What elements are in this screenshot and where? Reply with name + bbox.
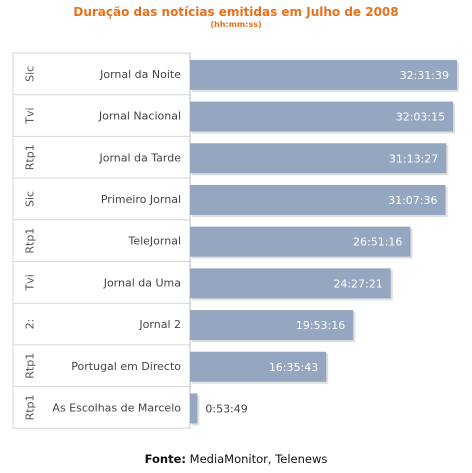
data-label: 32:31:39	[400, 69, 449, 82]
bar	[190, 184, 446, 215]
channel-label: Rtp1	[24, 228, 37, 254]
channel-label: Tvi	[24, 107, 37, 124]
bar	[190, 310, 354, 341]
program-label: Jornal 2	[138, 318, 181, 331]
bar	[190, 351, 327, 382]
program-label: Primeiro Jornal	[101, 193, 181, 206]
data-label: 31:07:36	[388, 194, 437, 207]
chart-subtitle: (hh:mm:ss)	[210, 20, 262, 29]
data-label: 26:51:16	[353, 236, 402, 249]
bar	[190, 59, 457, 90]
bar	[190, 101, 454, 132]
program-label: Portugal em Directo	[71, 360, 181, 373]
data-label: 16:35:43	[269, 361, 318, 374]
data-label: 24:27:21	[333, 277, 382, 290]
data-label: 19:53:16	[296, 319, 345, 332]
bar	[190, 226, 411, 257]
bar	[190, 143, 447, 174]
chart-title: Duração das notícias emitidas em Julho d…	[73, 5, 399, 19]
channel-label: 2:	[24, 319, 37, 330]
data-label: 0:53:49	[205, 402, 247, 415]
channel-label: Rtp1	[24, 353, 37, 379]
data-label: 32:03:15	[396, 111, 445, 124]
program-label: Jornal da Uma	[103, 276, 181, 289]
bar	[190, 393, 198, 424]
data-label: 31:13:27	[389, 152, 438, 165]
program-label: Jornal da Noite	[99, 68, 181, 81]
channel-label: Sic	[24, 66, 37, 82]
channel-label: Rtp1	[24, 144, 37, 170]
channel-label: Sic	[24, 191, 37, 207]
program-label: TeleJornal	[127, 235, 181, 248]
program-label: As Escolhas de Marcelo	[52, 401, 181, 414]
channel-label: Rtp1	[24, 394, 37, 420]
program-label: Jornal Nacional	[98, 110, 181, 123]
source-label: Fonte:	[144, 452, 186, 466]
bar	[190, 268, 391, 299]
channel-label: Tvi	[24, 274, 37, 291]
source-note: Fonte: MediaMonitor, Telenews	[0, 452, 472, 466]
program-label: Jornal da Tarde	[98, 151, 181, 164]
source-value: MediaMonitor, Telenews	[189, 452, 328, 466]
